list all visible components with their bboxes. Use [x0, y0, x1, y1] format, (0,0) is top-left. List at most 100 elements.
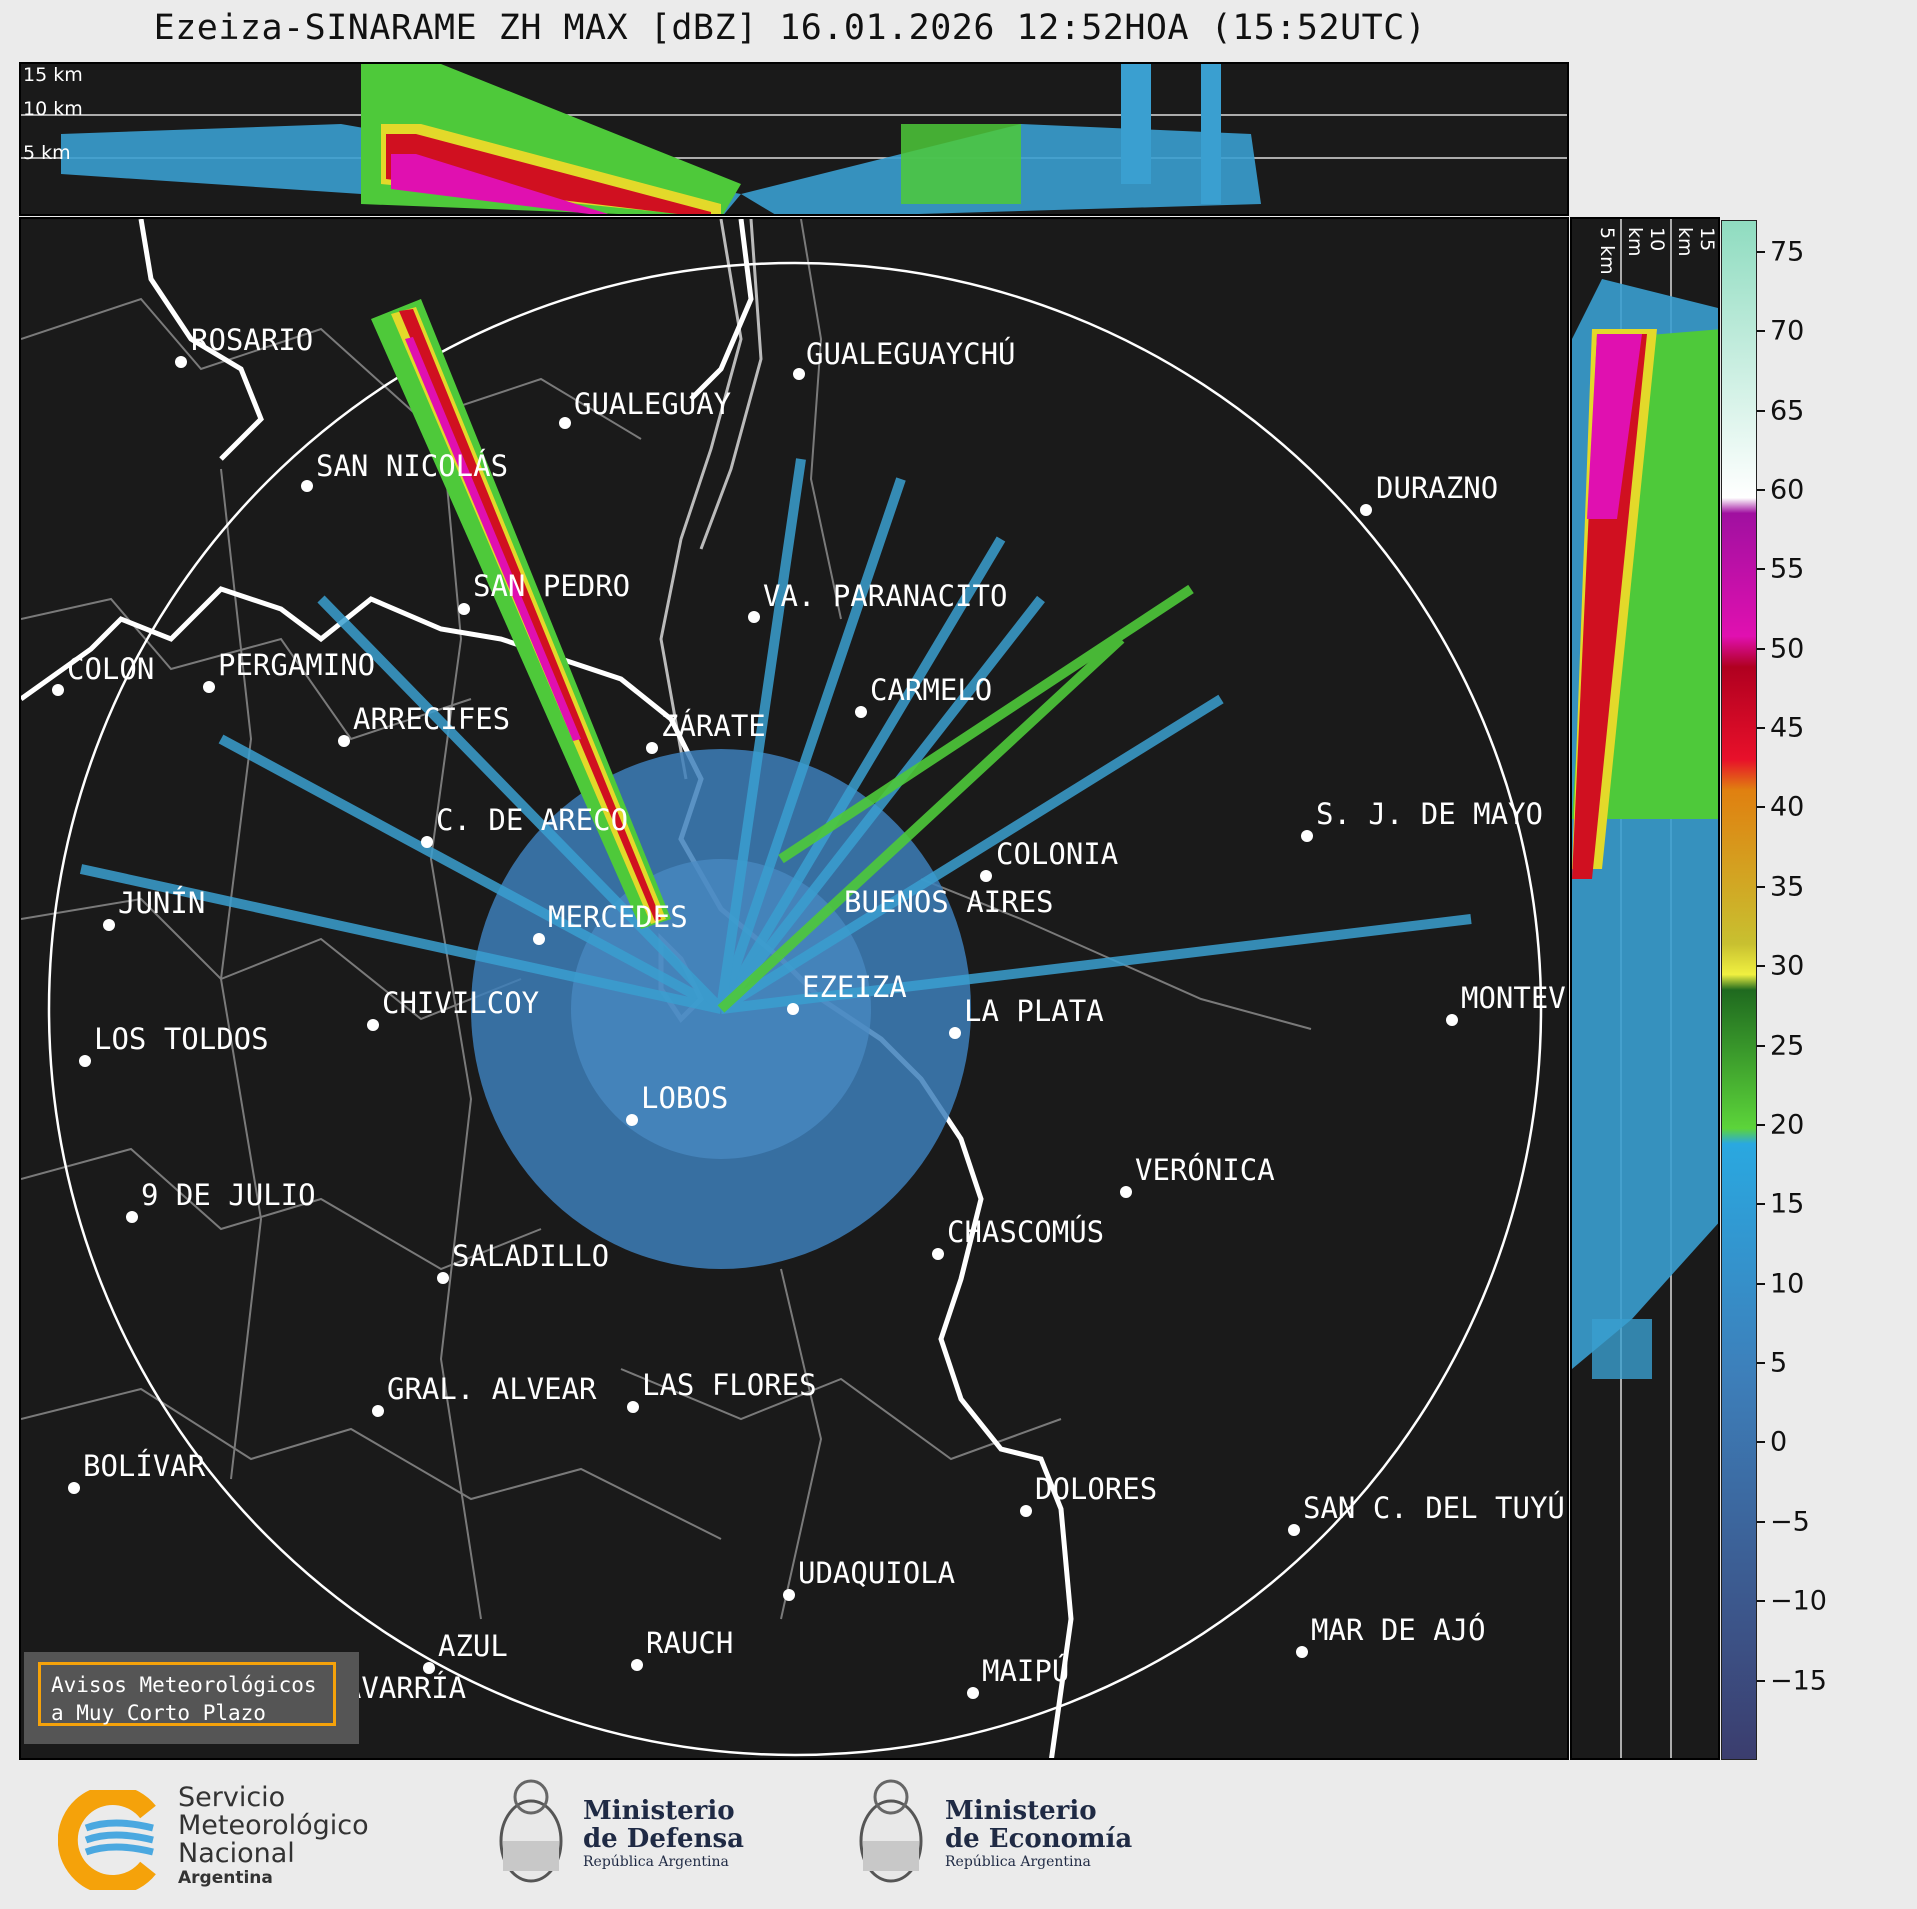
top-cross-section-panel: 15 km 10 km 5 km	[19, 62, 1569, 216]
colorbar-tick-label: 50	[1770, 633, 1805, 665]
alerts-badge-line1: Avisos Meteorológicos	[51, 1673, 317, 1697]
colorbar-tick-label: 25	[1770, 1030, 1805, 1062]
alerts-badge[interactable]: Avisos Meteorológicos a Muy Corto Plazo	[24, 1652, 359, 1744]
colorbar-tick-mark	[1757, 1679, 1765, 1682]
city-label-dolores: DOLORES	[1035, 1472, 1158, 1506]
smn-line1: Servicio	[178, 1782, 286, 1813]
city-label-san-pedro: SAN PEDRO	[473, 569, 631, 603]
city-label-colon: COLON	[67, 652, 155, 686]
city-label-montevideo: MONTEVIDEO	[1461, 981, 1567, 1015]
city-label-bolivar: BOLÍVAR	[83, 1449, 206, 1483]
smn-logo-text: Servicio Meteorológico Nacional Argentin…	[178, 1782, 369, 1889]
colorbar-tick-mark	[1757, 1600, 1765, 1603]
city-label-san-c-del-tuyu: SAN C. DEL TUYÚ	[1303, 1491, 1565, 1525]
colorbar-tick-label: −15	[1770, 1665, 1827, 1697]
alerts-badge-line2: a Muy Corto Plazo	[51, 1701, 266, 1725]
defensa-logo-text: Ministerio de Defensa República Argentin…	[583, 1797, 744, 1871]
city-dot-chivilcoy	[367, 1019, 379, 1031]
city-dot-san-pedro	[458, 603, 470, 615]
city-label-maipu: MAIPÚ	[982, 1654, 1070, 1688]
colorbar-tick-label: −5	[1770, 1506, 1810, 1538]
side-cross-section-plot	[1572, 219, 1718, 1758]
colorbar-tick-mark	[1757, 1362, 1765, 1365]
city-dot-saladillo	[437, 1272, 449, 1284]
colorbar-tick-mark	[1757, 1282, 1765, 1285]
colorbar-tick-mark	[1757, 488, 1765, 491]
footer: Servicio Meteorológico Nacional Argentin…	[0, 1762, 1917, 1909]
city-label-mercedes: MERCEDES	[548, 900, 688, 934]
city-label-azul: AZUL	[438, 1629, 508, 1663]
colorbar-tick-label: 0	[1770, 1426, 1788, 1458]
colorbar-tick-mark	[1757, 647, 1765, 650]
colorbar-tick-mark	[1757, 1044, 1765, 1047]
colorbar-tick-mark	[1757, 1123, 1765, 1126]
city-dot-lobos	[626, 1114, 638, 1126]
city-label-chivilcoy: CHIVILCOY	[382, 986, 540, 1020]
side-altitude-label-10km: 10 km	[1624, 227, 1668, 257]
colorbar-tick-label: 75	[1770, 236, 1805, 268]
city-label-9-de-julio: 9 DE JULIO	[141, 1178, 316, 1212]
city-dot-ezeiza	[787, 1003, 799, 1015]
city-dot-mercedes	[533, 933, 545, 945]
city-dot-udaquiola	[783, 1589, 795, 1601]
city-dot-arrecifes	[338, 735, 350, 747]
city-dot-bolivar	[68, 1482, 80, 1494]
city-label-udaquiola: UDAQUIOLA	[798, 1556, 956, 1590]
city-dot-montevideo	[1446, 1014, 1458, 1026]
city-dot-s-j-de-mayo	[1301, 830, 1313, 842]
radar-map	[21, 219, 1543, 1758]
city-label-gualeguay: GUALEGUAY	[574, 387, 732, 421]
colorbar-tick-label: 15	[1770, 1188, 1805, 1220]
city-label-buenos-aires: BUENOS AIRES	[844, 885, 1054, 919]
city-label-lobos: LOBOS	[641, 1081, 729, 1115]
side-altitude-label-15km: 15 km	[1674, 227, 1718, 257]
city-dot-junin	[103, 919, 115, 931]
colorbar-tick-mark	[1757, 568, 1765, 571]
colorbar-tick-label: 30	[1770, 950, 1805, 982]
city-label-zarate: ZÁRATE	[661, 709, 766, 743]
city-label-rauch: RAUCH	[646, 1626, 734, 1660]
city-label-san-nicolas: SAN NICOLÁS	[316, 449, 509, 483]
colorbar-tick-label: 5	[1770, 1347, 1788, 1379]
colorbar-tick-label: 60	[1770, 474, 1805, 506]
city-label-va-paranacito: VA. PARANACITO	[763, 579, 1008, 613]
city-label-la-plata: LA PLATA	[964, 994, 1104, 1028]
colorbar-tick-label: 65	[1770, 395, 1805, 426]
colorbar-tick-mark	[1757, 885, 1765, 888]
colorbar-tick-mark	[1757, 330, 1765, 333]
city-label-junin: JUNÍN	[118, 886, 206, 920]
colorbar-tick-label: 20	[1770, 1109, 1805, 1141]
colorbar-gradient	[1722, 221, 1756, 1759]
city-dot-carmelo	[855, 706, 867, 718]
colorbar-tick-label: −10	[1770, 1585, 1827, 1617]
dbz-colorbar	[1721, 220, 1757, 1760]
city-dot-gualeguay	[559, 417, 571, 429]
economia-logo-text: Ministerio de Economía República Argenti…	[945, 1797, 1132, 1871]
colorbar-tick-label: 40	[1770, 791, 1805, 823]
city-dot-colonia	[980, 870, 992, 882]
defensa-line3: República Argentina	[583, 1854, 729, 1870]
city-label-carmelo: CARMELO	[870, 673, 993, 707]
economia-line3: República Argentina	[945, 1854, 1091, 1870]
city-dot-c-de-areco	[421, 836, 433, 848]
city-dot-pergamino	[203, 681, 215, 693]
colorbar-tick-label: 55	[1770, 553, 1805, 585]
colorbar-tick-mark	[1757, 806, 1765, 809]
colorbar-tick-label: 35	[1770, 871, 1805, 903]
city-label-c-de-areco: C. DE ARECO	[436, 803, 629, 837]
top-altitude-label-15km: 15 km	[23, 64, 83, 86]
city-dot-gualeguaychu	[793, 368, 805, 380]
colorbar-tick-mark	[1757, 727, 1765, 730]
city-dot-zarate	[646, 742, 658, 754]
city-label-gral-alvear: GRAL. ALVEAR	[387, 1372, 597, 1406]
city-dot-colon	[52, 684, 64, 696]
city-dot-rauch	[631, 1659, 643, 1671]
smn-logo-icon	[58, 1790, 156, 1890]
top-altitude-label-10km: 10 km	[23, 98, 83, 120]
colorbar-tick-label: 45	[1770, 712, 1805, 744]
economia-line1: Ministerio	[945, 1796, 1097, 1826]
colorbar-tick-mark	[1757, 1520, 1765, 1523]
chart-title: Ezeiza-SINARAME ZH MAX [dBZ] 16.01.2026 …	[153, 8, 1427, 48]
alerts-badge-frame: Avisos Meteorológicos a Muy Corto Plazo	[38, 1662, 336, 1726]
side-altitude-label-5km: 5 km	[1596, 227, 1618, 275]
